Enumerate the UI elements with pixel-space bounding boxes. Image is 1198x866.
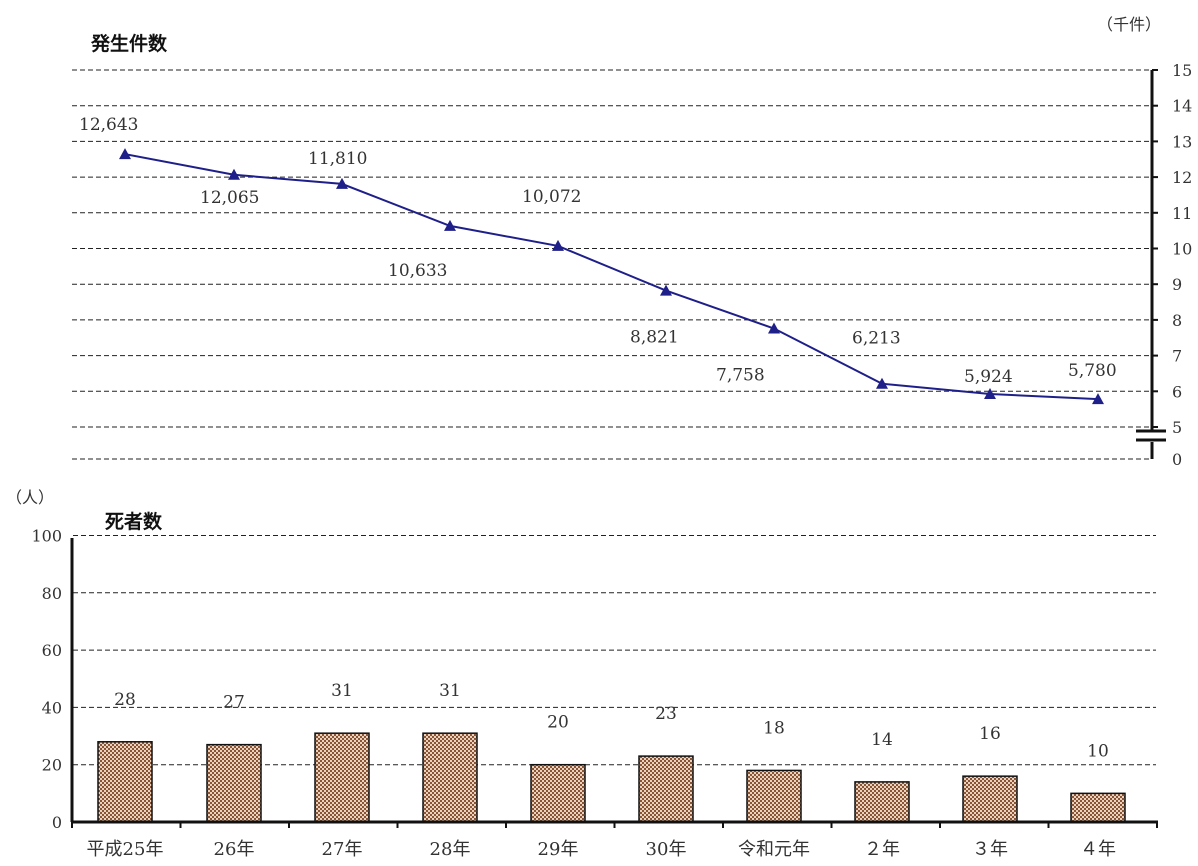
- occurrence-gridlines: [72, 69, 1150, 460]
- x-category-label: 平成25年: [87, 839, 164, 860]
- x-category-label: 30年: [646, 839, 687, 860]
- occurrence-chart-title: 発生件数: [90, 32, 168, 55]
- occurrence-tick-label: 9: [1172, 275, 1182, 294]
- occurrence-tick-label: 0: [1172, 450, 1182, 469]
- x-category-label: ２年: [864, 839, 900, 860]
- occurrence-marker: [660, 284, 672, 296]
- occurrence-tick-label: 15: [1172, 61, 1192, 80]
- deaths-tick-label: 80: [42, 584, 62, 603]
- x-category-label: 29年: [538, 839, 579, 860]
- occurrence-marker: [1092, 393, 1104, 405]
- deaths-bar: [1070, 792, 1126, 823]
- occurrence-tick-label: 10: [1172, 240, 1192, 259]
- occurrence-marker: [336, 177, 348, 189]
- occurrence-tick-label: 8: [1172, 311, 1182, 330]
- deaths-data-label: 10: [1087, 741, 1109, 761]
- occurrence-data-label: 5,924: [964, 367, 1013, 387]
- occurrence-data-label: 11,810: [308, 149, 367, 169]
- occurrence-data-label: 12,643: [79, 115, 138, 135]
- deaths-tick-label: 0: [52, 813, 62, 832]
- deaths-bar: [638, 755, 694, 823]
- deaths-bar: [530, 763, 586, 823]
- deaths-bar: [97, 741, 153, 823]
- deaths-chart-title: 死者数: [105, 510, 163, 533]
- occurrence-right-axis: 15 14 13 12 11 10 9 8 7 6 5 0: [1136, 61, 1192, 469]
- deaths-chart: 死者数 （人） 28 27 31 31 20 23 18 14 16 10 0 20 40 60 80 10…: [6, 488, 1158, 860]
- deaths-bar: [746, 769, 802, 823]
- occurrence-data-label: 7,758: [716, 366, 765, 386]
- deaths-data-label: 14: [871, 730, 893, 750]
- occurrence-marker: [984, 388, 996, 400]
- deaths-axes: 0 20 40 60 80 100 平成25年 26年 27年 28年 29年 30年 令和元年 ２年 ３年…: [31, 527, 1158, 860]
- x-category-label: ３年: [972, 839, 1008, 860]
- occurrence-tick-label: 14: [1172, 97, 1192, 116]
- deaths-bar: [206, 743, 262, 823]
- deaths-tick-label: 40: [42, 698, 62, 717]
- deaths-bar: [962, 775, 1018, 823]
- occurrence-data-label: 8,821: [630, 328, 679, 348]
- occurrence-tick-label: 12: [1172, 168, 1192, 187]
- occurrence-marker: [552, 239, 564, 251]
- deaths-data-label: 28: [114, 690, 136, 710]
- occurrence-tick-label: 13: [1172, 132, 1192, 151]
- x-category-label: 27年: [322, 839, 363, 860]
- occurrence-data-label: 10,633: [388, 261, 447, 281]
- occurrence-data-label: 6,213: [852, 329, 901, 349]
- occurrence-chart: 発生件数 （千件） 15 14 13 12 11 10 9 8 7 6 5 0 12,643 12,06…: [72, 15, 1192, 469]
- occurrence-data-label: 10,072: [522, 187, 581, 207]
- deaths-data-label: 18: [763, 718, 785, 738]
- occurrence-marker: [876, 377, 888, 389]
- deaths-bar: [422, 732, 478, 823]
- occurrence-series: 12,643 12,065 11,810 10,633 10,072 8,821 7,758…: [79, 115, 1117, 405]
- deaths-data-label: 20: [547, 713, 569, 733]
- occurrence-data-label: 5,780: [1068, 361, 1117, 381]
- occurrence-line: [124, 153, 1099, 401]
- occurrence-tick-label: 11: [1172, 204, 1192, 223]
- occurrence-data-label: 12,065: [200, 188, 259, 208]
- deaths-data-label: 31: [439, 681, 461, 701]
- deaths-bar: [854, 781, 910, 823]
- deaths-tick-label: 100: [31, 527, 62, 546]
- deaths-unit-label: （人）: [6, 488, 54, 507]
- occurrence-unit-label: （千件）: [1097, 15, 1161, 34]
- deaths-data-label: 16: [979, 724, 1001, 744]
- deaths-data-label: 31: [331, 681, 353, 701]
- deaths-bar: [314, 732, 370, 823]
- occurrence-marker: [444, 219, 456, 231]
- x-category-label: 令和元年: [738, 839, 810, 860]
- occurrence-tick-label: 7: [1172, 347, 1182, 366]
- deaths-tick-label: 20: [42, 756, 62, 775]
- deaths-bars: 28 27 31 31 20 23 18 14 16 10: [97, 681, 1126, 823]
- x-category-label: 26年: [214, 839, 255, 860]
- occurrence-marker: [768, 322, 780, 334]
- occurrence-marker: [119, 148, 131, 160]
- x-category-label: ４年: [1080, 839, 1116, 860]
- x-category-label: 28年: [430, 839, 471, 860]
- occurrence-tick-label: 6: [1172, 382, 1182, 401]
- deaths-tick-label: 60: [42, 641, 62, 660]
- occurrence-tick-label: 5: [1172, 418, 1182, 437]
- deaths-data-label: 23: [655, 704, 677, 724]
- occurrence-marker: [228, 168, 240, 180]
- deaths-data-label: 27: [223, 693, 245, 713]
